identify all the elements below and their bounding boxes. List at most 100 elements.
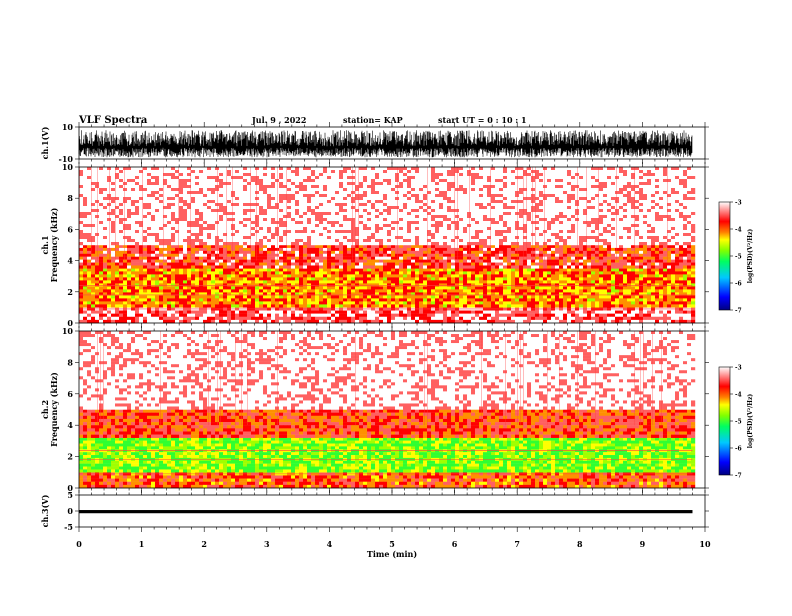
spectrogram-cell-0 [567, 317, 571, 320]
spectrogram-cell-3 [331, 179, 335, 182]
spectrogram-cell-3 [83, 176, 87, 179]
spectrogram-cell-2 [599, 245, 603, 248]
spectrogram-cell-2 [431, 248, 435, 251]
spectrogram-cell-1 [623, 271, 627, 274]
spectrogram-cell-1 [179, 277, 183, 280]
spectrogram-cell-0 [599, 311, 603, 314]
spectrogram-cell-3 [679, 179, 683, 182]
spectrogram-cell-1 [467, 277, 471, 280]
spectrogram-cell-3 [483, 179, 487, 182]
spectrogram-cell-3 [579, 182, 583, 185]
spectrogram-cell-1 [283, 280, 287, 283]
spectrogram-cell-0 [299, 314, 303, 317]
spectrogram-cell-1 [243, 301, 247, 304]
spectrogram-cell-1 [143, 283, 147, 286]
spectrogram-cell-1 [219, 298, 223, 301]
spectrogram-cell-2 [359, 257, 363, 260]
spectrogram-cell-0 [303, 314, 307, 317]
spectrogram-cell-2 [439, 257, 443, 260]
spectrogram-cell-3 [367, 176, 371, 179]
spectrogram-cell-3 [207, 173, 211, 176]
spectrogram-cell-1 [355, 268, 359, 271]
spectrogram-cell-2 [135, 245, 139, 248]
spectrogram-cell-2 [339, 254, 343, 257]
spectrogram-cell-2 [295, 265, 299, 268]
spectrogram-cell-2 [391, 265, 395, 268]
spectrogram-cell-2 [399, 254, 403, 257]
spectrogram-cell-1 [255, 295, 259, 298]
spectrogram-cell-2 [231, 251, 235, 254]
spectrogram-cell-2 [111, 245, 115, 248]
spectrogram-cell-2 [299, 245, 303, 248]
spectrogram-cell-1 [639, 286, 643, 289]
spectrogram-cell-1 [279, 286, 283, 289]
spectrogram-cell-0 [363, 317, 367, 320]
spectrogram-cell-1 [175, 271, 179, 274]
spectrogram-cell-2 [519, 245, 523, 248]
spectrogram-cell-2 [431, 265, 435, 268]
spectrogram-cell-3 [191, 173, 195, 176]
spectrogram-cell-3 [127, 179, 131, 182]
spectrogram-cell-3 [299, 170, 303, 173]
spectrogram-cell-0 [647, 317, 651, 320]
spectrogram-cell-1 [87, 271, 91, 274]
spectrogram-cell-1 [99, 274, 103, 277]
spectrogram-cell-1 [247, 277, 251, 280]
spectrogram-cell-1 [611, 298, 615, 301]
spectrogram-cell-2 [259, 248, 263, 251]
spectrogram-cell-1 [87, 304, 91, 307]
spectrogram-cell-0 [343, 314, 347, 317]
spectrogram-cell-1 [587, 289, 591, 292]
spectrogram-cell-3 [563, 167, 567, 170]
spectrogram-cell-2 [575, 265, 579, 268]
spectrogram-cell-0 [515, 314, 519, 317]
spectrogram-cell-1 [255, 298, 259, 301]
spectrogram-cell-3 [127, 185, 131, 188]
spectrogram-cell-1 [487, 301, 491, 304]
spectrogram-cell-2 [231, 254, 235, 257]
spectrogram-cell-1 [119, 289, 123, 292]
spectrogram-cell-2 [655, 263, 659, 266]
spectrogram-cell-2 [331, 257, 335, 260]
spectrogram-cell-1 [535, 304, 539, 307]
spectrogram-cell-1 [183, 271, 187, 274]
spectrogram-cell-1 [339, 283, 343, 286]
spectrogram-cell-1 [107, 289, 111, 292]
spectrogram-cell-0 [419, 311, 423, 314]
spectrogram-cell-0 [595, 317, 599, 320]
spectrogram-cell-1 [331, 271, 335, 274]
spectrogram-cell-2 [691, 248, 695, 251]
spectrogram-cell-1 [579, 274, 583, 277]
spectrogram-cell-1 [523, 301, 527, 304]
spectrogram-cell-1 [91, 304, 95, 307]
spectrogram-cell-1 [515, 304, 519, 307]
spectrogram-cell-0 [495, 311, 499, 314]
spectrogram-cell-0 [175, 311, 179, 314]
spectrogram-cell-1 [471, 286, 475, 289]
spectrogram-cell-1 [91, 268, 95, 271]
spectrogram-cell-2 [499, 254, 503, 257]
spectrogram-cell-1 [595, 277, 599, 280]
spectrogram-cell-0 [327, 317, 331, 320]
spectrogram-cell-2 [323, 254, 327, 257]
spectrogram-cell-3 [675, 176, 679, 179]
spectrogram-cell-1 [427, 268, 431, 271]
spectrogram-cell-2 [483, 251, 487, 254]
spectrogram-cell-0 [403, 317, 407, 320]
spectrogram-cell-2 [611, 248, 615, 251]
spectrogram-cell-2 [551, 257, 555, 260]
spectrogram-cell-1 [551, 298, 555, 301]
spectrogram-cell-0 [367, 311, 371, 314]
spectrogram-cell-1 [547, 295, 551, 298]
spectrogram-cell-1 [391, 295, 395, 298]
spectrogram-cell-1 [499, 277, 503, 280]
spectrogram-cell-2 [655, 251, 659, 254]
spectrogram-cell-1 [275, 301, 279, 304]
spectrogram-cell-3 [351, 176, 355, 179]
spectrogram-cell-0 [167, 314, 171, 317]
spectrogram-cell-3 [495, 170, 499, 173]
spectrogram-cell-0 [407, 311, 411, 314]
spectrogram-cell-0 [143, 317, 147, 320]
spectrogram-cell-3 [339, 173, 343, 176]
spectrogram-cell-3 [619, 182, 623, 185]
